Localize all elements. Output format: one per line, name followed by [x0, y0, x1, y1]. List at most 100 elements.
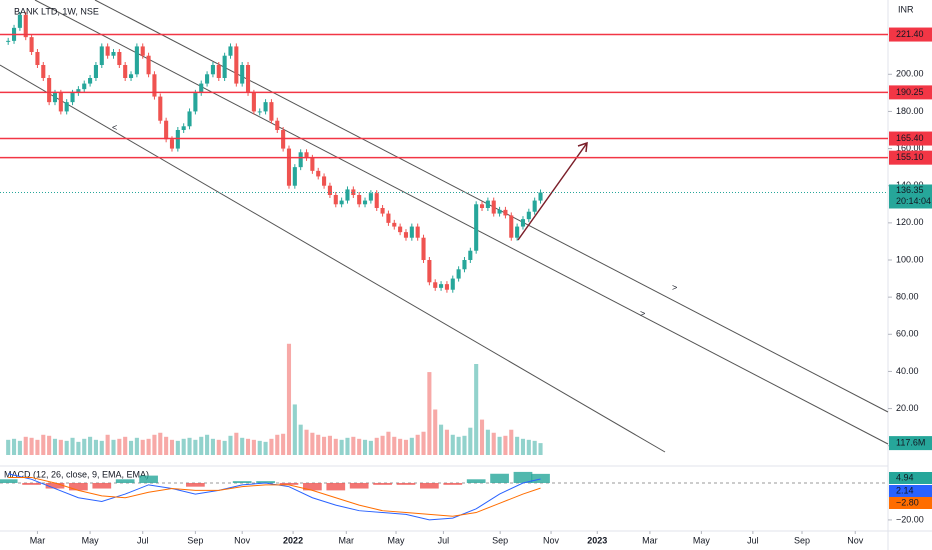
- volume-bar: [29, 437, 34, 455]
- channel-arrow: <: [112, 122, 117, 132]
- macd-histogram: [326, 482, 346, 491]
- volume-bar: [398, 438, 403, 455]
- candle: [105, 46, 110, 56]
- volume-bar: [368, 440, 373, 455]
- volume-bar: [140, 439, 145, 455]
- volume-bar: [47, 435, 52, 455]
- candle: [210, 65, 215, 75]
- volume-bar: [392, 436, 397, 455]
- volume-bar: [462, 435, 467, 455]
- macd-histogram: [466, 479, 486, 483]
- volume-bar: [187, 437, 192, 455]
- y-tick-label: 80.00: [896, 292, 919, 302]
- candle: [263, 102, 268, 112]
- volume-bar: [175, 440, 180, 455]
- y-tick-label: 160.00: [896, 143, 924, 153]
- x-tick-label: Sep: [492, 535, 508, 545]
- marks: [6, 11, 543, 455]
- macd-histogram: [513, 471, 533, 483]
- macd-histogram: [349, 482, 369, 489]
- macd-value-bg: [889, 485, 932, 497]
- currency: INR: [898, 4, 914, 14]
- candle: [134, 46, 139, 75]
- x-tick-label: Sep: [187, 535, 203, 545]
- candle: [205, 74, 210, 84]
- current-price-label: 136.35: [896, 185, 924, 195]
- candle: [228, 46, 233, 56]
- candle: [152, 74, 157, 97]
- candle: [520, 219, 526, 227]
- volume-bar: [23, 436, 28, 455]
- x-tick-label: Jul: [747, 535, 759, 545]
- channel-line: [94, 0, 889, 413]
- candle: [158, 96, 163, 121]
- macd-histogram: [22, 482, 41, 485]
- volume-bar: [117, 438, 122, 455]
- x-tick-label: Jul: [137, 535, 149, 545]
- countdown: 20:14:04: [896, 196, 931, 206]
- x-tick-label: Nov: [543, 535, 560, 545]
- volume-bar: [158, 432, 163, 455]
- candle: [111, 52, 116, 56]
- volume-bar: [193, 439, 198, 455]
- macd-value-label: −2.80: [896, 497, 919, 507]
- volume-bar: [58, 439, 63, 455]
- volume-bar: [263, 441, 268, 455]
- x-tick-label: May: [388, 535, 406, 545]
- candle: [380, 208, 385, 214]
- candle: [450, 278, 455, 290]
- candle: [509, 215, 514, 238]
- y-tick-label: 60.00: [896, 329, 919, 339]
- volume-bar: [322, 436, 327, 455]
- x-tick-label: Sep: [794, 535, 810, 545]
- volume-bar: [64, 440, 69, 455]
- volume-bar: [503, 435, 508, 455]
- channel-arrow: >: [672, 282, 677, 292]
- volume-bar: [327, 435, 332, 455]
- volume-bar: [128, 440, 134, 455]
- level-label-bg: [889, 131, 932, 146]
- x-tick-label: Mar: [339, 535, 355, 545]
- current-price-bg: [889, 184, 932, 209]
- macd-histogram: [443, 482, 463, 485]
- candle: [41, 65, 46, 78]
- candle: [491, 200, 496, 214]
- volume-bar: [257, 440, 262, 455]
- volume-bar: [11, 438, 17, 455]
- volume-bar: [468, 427, 473, 455]
- volume-bar: [292, 404, 297, 455]
- channel-line: [0, 64, 666, 453]
- volume-bar: [362, 439, 368, 455]
- candle: [240, 65, 245, 84]
- volume-bar: [88, 436, 93, 455]
- volume-bar: [269, 438, 274, 455]
- candle: [497, 209, 502, 214]
- level-label-bg: [889, 27, 932, 42]
- macd-histogram: [0, 479, 18, 483]
- candle: [327, 185, 332, 195]
- candle: [316, 170, 321, 177]
- macd-histogram: [303, 482, 322, 491]
- x-tick-label: 2022: [283, 535, 303, 545]
- candle: [64, 102, 69, 112]
- volume-bar: [240, 437, 245, 455]
- volume-bar: [216, 439, 221, 455]
- macd-histogram: [420, 482, 439, 489]
- x-tick-label: Jul: [438, 535, 450, 545]
- volume-bar: [17, 440, 22, 455]
- candle: [6, 40, 11, 42]
- candle: [427, 260, 432, 283]
- volume-bar: [6, 439, 11, 455]
- candle: [462, 260, 467, 270]
- candle: [269, 102, 274, 121]
- x-tick-label: 2023: [587, 535, 607, 545]
- volume-bar: [386, 431, 391, 455]
- volume-bar: [357, 438, 362, 455]
- candle: [23, 14, 28, 38]
- volume-bar: [403, 439, 409, 455]
- candle: [298, 152, 303, 168]
- candle: [257, 111, 262, 113]
- candle: [117, 52, 122, 65]
- candle: [479, 204, 485, 208]
- candle: [187, 111, 192, 127]
